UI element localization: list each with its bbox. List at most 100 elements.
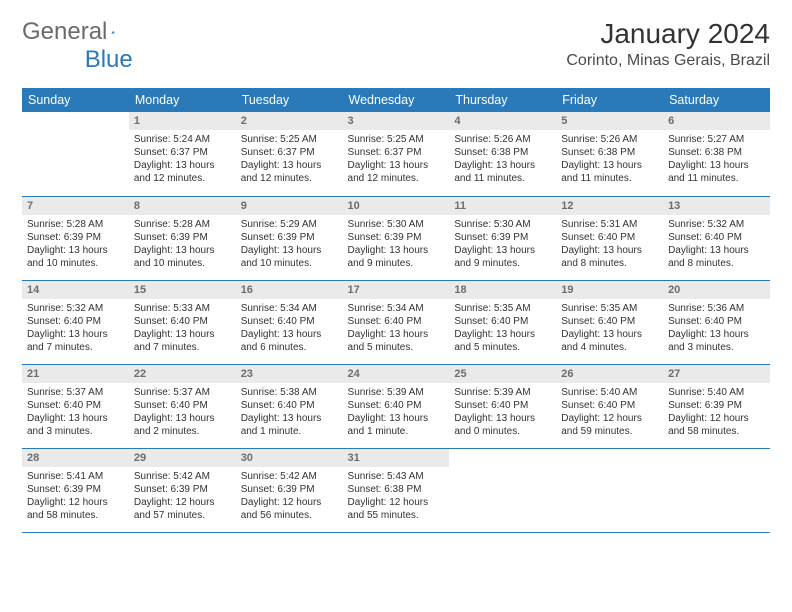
calendar-day-cell: 1Sunrise: 5:24 AMSunset: 6:37 PMDaylight…: [129, 112, 236, 196]
day-number: 25: [449, 365, 556, 383]
day-number: 9: [236, 197, 343, 215]
day-number: 8: [129, 197, 236, 215]
day-body: Sunrise: 5:25 AMSunset: 6:37 PMDaylight:…: [343, 130, 450, 190]
daylight-line: Daylight: 12 hours and 57 minutes.: [134, 496, 231, 522]
weekday-header: Sunday: [22, 88, 129, 112]
day-number: 19: [556, 281, 663, 299]
calendar-day-cell: 2Sunrise: 5:25 AMSunset: 6:37 PMDaylight…: [236, 112, 343, 196]
day-body: Sunrise: 5:36 AMSunset: 6:40 PMDaylight:…: [663, 299, 770, 359]
daylight-line: Daylight: 13 hours and 10 minutes.: [241, 244, 338, 270]
daylight-line: Daylight: 13 hours and 1 minute.: [348, 412, 445, 438]
day-body: Sunrise: 5:37 AMSunset: 6:40 PMDaylight:…: [22, 383, 129, 443]
day-body: Sunrise: 5:40 AMSunset: 6:40 PMDaylight:…: [556, 383, 663, 443]
sunset-line: Sunset: 6:39 PM: [27, 231, 124, 244]
day-body: Sunrise: 5:38 AMSunset: 6:40 PMDaylight:…: [236, 383, 343, 443]
sunset-line: Sunset: 6:40 PM: [241, 399, 338, 412]
daylight-line: Daylight: 12 hours and 59 minutes.: [561, 412, 658, 438]
day-body: Sunrise: 5:32 AMSunset: 6:40 PMDaylight:…: [22, 299, 129, 359]
calendar-day-cell: 6Sunrise: 5:27 AMSunset: 6:38 PMDaylight…: [663, 112, 770, 196]
sunset-line: Sunset: 6:39 PM: [454, 231, 551, 244]
calendar-week-row: 14Sunrise: 5:32 AMSunset: 6:40 PMDayligh…: [22, 280, 770, 364]
day-body: Sunrise: 5:26 AMSunset: 6:38 PMDaylight:…: [449, 130, 556, 190]
sunset-line: Sunset: 6:39 PM: [134, 483, 231, 496]
sunset-line: Sunset: 6:39 PM: [134, 231, 231, 244]
day-body: Sunrise: 5:31 AMSunset: 6:40 PMDaylight:…: [556, 215, 663, 275]
sunset-line: Sunset: 6:40 PM: [348, 399, 445, 412]
day-number: 30: [236, 449, 343, 467]
calendar-week-row: ..1Sunrise: 5:24 AMSunset: 6:37 PMDaylig…: [22, 112, 770, 196]
calendar-day-cell: 27Sunrise: 5:40 AMSunset: 6:39 PMDayligh…: [663, 364, 770, 448]
calendar-day-cell: 7Sunrise: 5:28 AMSunset: 6:39 PMDaylight…: [22, 196, 129, 280]
day-number: 5: [556, 112, 663, 130]
daylight-line: Daylight: 13 hours and 11 minutes.: [561, 159, 658, 185]
sunset-line: Sunset: 6:40 PM: [561, 399, 658, 412]
daylight-line: Daylight: 13 hours and 0 minutes.: [454, 412, 551, 438]
weekday-header: Monday: [129, 88, 236, 112]
day-body: Sunrise: 5:35 AMSunset: 6:40 PMDaylight:…: [556, 299, 663, 359]
sunset-line: Sunset: 6:39 PM: [348, 231, 445, 244]
daylight-line: Daylight: 13 hours and 10 minutes.: [134, 244, 231, 270]
day-number: 24: [343, 365, 450, 383]
daylight-line: Daylight: 13 hours and 8 minutes.: [561, 244, 658, 270]
calendar-day-cell: 3Sunrise: 5:25 AMSunset: 6:37 PMDaylight…: [343, 112, 450, 196]
daylight-line: Daylight: 12 hours and 58 minutes.: [668, 412, 765, 438]
sunrise-line: Sunrise: 5:38 AM: [241, 386, 338, 399]
sunset-line: Sunset: 6:39 PM: [668, 399, 765, 412]
sunrise-line: Sunrise: 5:40 AM: [561, 386, 658, 399]
sunset-line: Sunset: 6:40 PM: [561, 315, 658, 328]
sunrise-line: Sunrise: 5:42 AM: [134, 470, 231, 483]
weekday-header: Tuesday: [236, 88, 343, 112]
sunrise-line: Sunrise: 5:30 AM: [454, 218, 551, 231]
calendar-day-cell: 24Sunrise: 5:39 AMSunset: 6:40 PMDayligh…: [343, 364, 450, 448]
sunrise-line: Sunrise: 5:27 AM: [668, 133, 765, 146]
daylight-line: Daylight: 13 hours and 12 minutes.: [241, 159, 338, 185]
calendar-week-row: 21Sunrise: 5:37 AMSunset: 6:40 PMDayligh…: [22, 364, 770, 448]
sunrise-line: Sunrise: 5:24 AM: [134, 133, 231, 146]
sunset-line: Sunset: 6:38 PM: [454, 146, 551, 159]
calendar-day-cell: 8Sunrise: 5:28 AMSunset: 6:39 PMDaylight…: [129, 196, 236, 280]
calendar-day-cell: 9Sunrise: 5:29 AMSunset: 6:39 PMDaylight…: [236, 196, 343, 280]
day-body: Sunrise: 5:39 AMSunset: 6:40 PMDaylight:…: [449, 383, 556, 443]
daylight-line: Daylight: 13 hours and 3 minutes.: [27, 412, 124, 438]
sunrise-line: Sunrise: 5:28 AM: [27, 218, 124, 231]
sunset-line: Sunset: 6:40 PM: [27, 315, 124, 328]
calendar-day-cell: 11Sunrise: 5:30 AMSunset: 6:39 PMDayligh…: [449, 196, 556, 280]
calendar-day-cell: 28Sunrise: 5:41 AMSunset: 6:39 PMDayligh…: [22, 448, 129, 532]
sunset-line: Sunset: 6:40 PM: [454, 399, 551, 412]
calendar-day-cell: 14Sunrise: 5:32 AMSunset: 6:40 PMDayligh…: [22, 280, 129, 364]
daylight-line: Daylight: 13 hours and 12 minutes.: [348, 159, 445, 185]
day-number: 23: [236, 365, 343, 383]
daylight-line: Daylight: 13 hours and 9 minutes.: [348, 244, 445, 270]
daylight-line: Daylight: 12 hours and 56 minutes.: [241, 496, 338, 522]
sunset-line: Sunset: 6:40 PM: [27, 399, 124, 412]
day-body: Sunrise: 5:34 AMSunset: 6:40 PMDaylight:…: [236, 299, 343, 359]
sunset-line: Sunset: 6:40 PM: [134, 399, 231, 412]
sunrise-line: Sunrise: 5:25 AM: [241, 133, 338, 146]
calendar-day-cell: 15Sunrise: 5:33 AMSunset: 6:40 PMDayligh…: [129, 280, 236, 364]
day-body: Sunrise: 5:39 AMSunset: 6:40 PMDaylight:…: [343, 383, 450, 443]
day-body: Sunrise: 5:29 AMSunset: 6:39 PMDaylight:…: [236, 215, 343, 275]
daylight-line: Daylight: 13 hours and 12 minutes.: [134, 159, 231, 185]
day-body: Sunrise: 5:28 AMSunset: 6:39 PMDaylight:…: [129, 215, 236, 275]
sunrise-line: Sunrise: 5:26 AM: [454, 133, 551, 146]
daylight-line: Daylight: 13 hours and 8 minutes.: [668, 244, 765, 270]
daylight-line: Daylight: 13 hours and 2 minutes.: [134, 412, 231, 438]
calendar-day-cell: 31Sunrise: 5:43 AMSunset: 6:38 PMDayligh…: [343, 448, 450, 532]
weekday-header: Wednesday: [343, 88, 450, 112]
day-body: Sunrise: 5:42 AMSunset: 6:39 PMDaylight:…: [129, 467, 236, 527]
sunrise-line: Sunrise: 5:26 AM: [561, 133, 658, 146]
sunrise-line: Sunrise: 5:36 AM: [668, 302, 765, 315]
day-number: 14: [22, 281, 129, 299]
day-body: Sunrise: 5:28 AMSunset: 6:39 PMDaylight:…: [22, 215, 129, 275]
sunset-line: Sunset: 6:38 PM: [668, 146, 765, 159]
daylight-line: Daylight: 13 hours and 4 minutes.: [561, 328, 658, 354]
sunrise-line: Sunrise: 5:41 AM: [27, 470, 124, 483]
daylight-line: Daylight: 13 hours and 11 minutes.: [668, 159, 765, 185]
sunset-line: Sunset: 6:40 PM: [134, 315, 231, 328]
calendar-week-row: 7Sunrise: 5:28 AMSunset: 6:39 PMDaylight…: [22, 196, 770, 280]
day-body: Sunrise: 5:25 AMSunset: 6:37 PMDaylight:…: [236, 130, 343, 190]
daylight-line: Daylight: 13 hours and 3 minutes.: [668, 328, 765, 354]
sunrise-line: Sunrise: 5:25 AM: [348, 133, 445, 146]
sunrise-line: Sunrise: 5:37 AM: [134, 386, 231, 399]
calendar-day-cell: ..: [556, 448, 663, 532]
